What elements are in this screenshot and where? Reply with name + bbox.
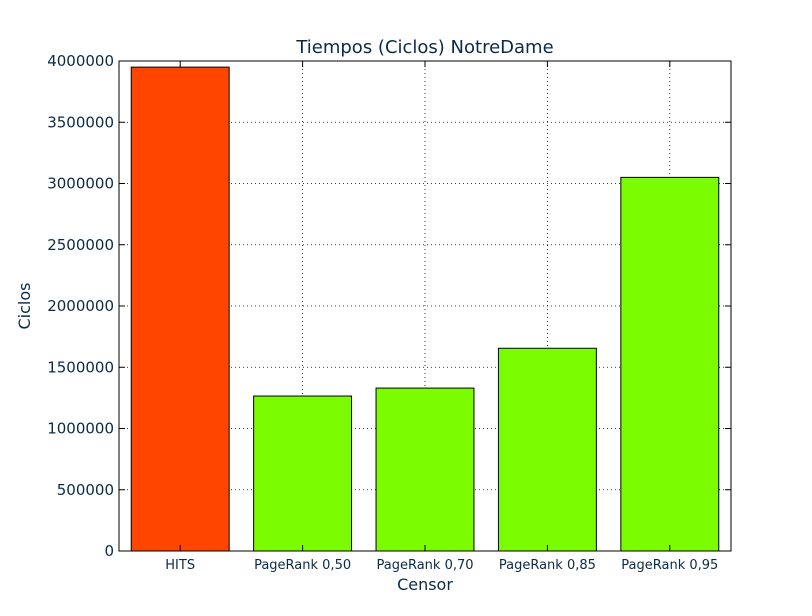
y-tick-label: 3500000 bbox=[47, 113, 114, 131]
y-tick-label: 0 bbox=[104, 542, 114, 560]
bars bbox=[130, 66, 720, 552]
x-axis-label: Censor bbox=[397, 575, 453, 594]
y-tick-label: 1000000 bbox=[47, 420, 114, 438]
y-tick-label: 4000000 bbox=[47, 52, 114, 70]
bar-0 bbox=[130, 66, 230, 552]
y-tick-label: 3000000 bbox=[47, 175, 114, 193]
x-tick-label: PageRank 0,70 bbox=[376, 558, 473, 573]
x-tick-label: PageRank 0,50 bbox=[254, 558, 351, 573]
x-tick-label: PageRank 0,85 bbox=[499, 558, 596, 573]
bar-4 bbox=[620, 176, 720, 552]
bar-3 bbox=[497, 347, 597, 552]
chart-title: Tiempos (Ciclos) NotreDame bbox=[295, 37, 553, 58]
tick-labels: 0 500000 1000000 1500000 2000000 2500000 30000… bbox=[47, 52, 718, 573]
bar-1 bbox=[253, 395, 353, 552]
x-tick-label: HITS bbox=[165, 558, 195, 573]
x-tick-label: PageRank 0,95 bbox=[621, 558, 718, 573]
y-axis-label: Ciclos bbox=[15, 283, 34, 330]
y-tick-label: 1500000 bbox=[47, 358, 114, 376]
bar-2 bbox=[375, 387, 475, 552]
y-tick-label: 2500000 bbox=[47, 236, 114, 254]
y-tick-label: 2000000 bbox=[47, 297, 114, 315]
y-tick-label: 500000 bbox=[57, 481, 114, 499]
axis-ticks bbox=[119, 60, 731, 552]
